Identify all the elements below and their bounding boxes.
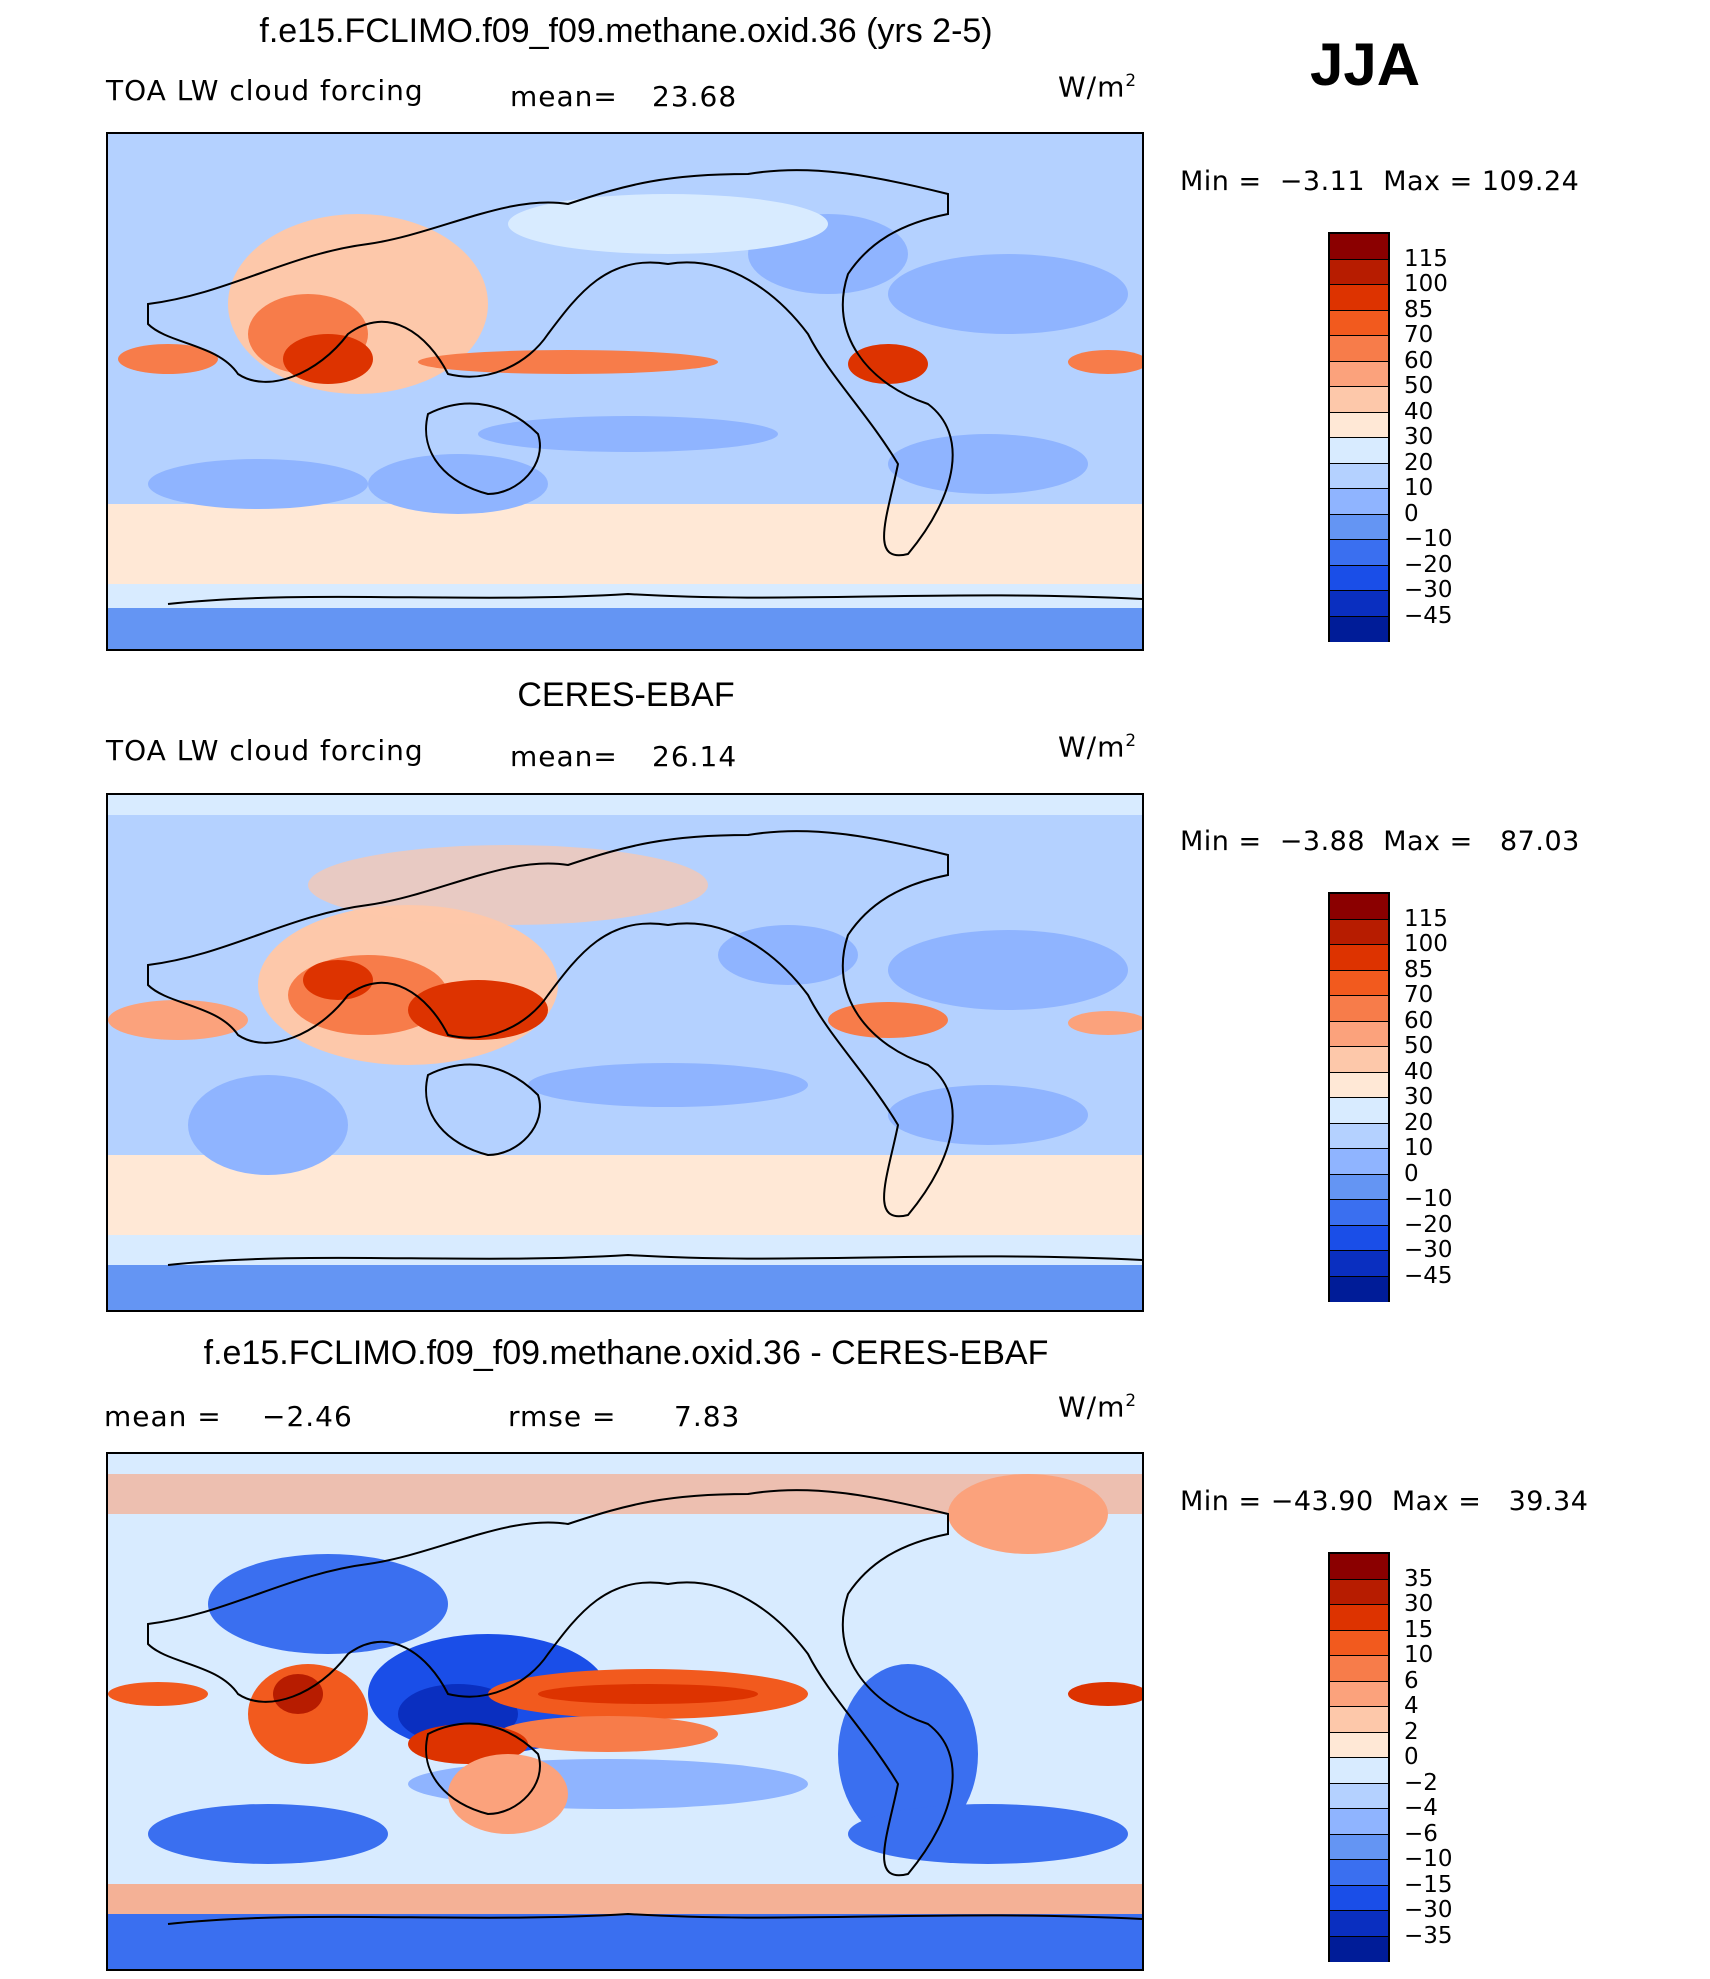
colorbar-tick-label: −15: [1404, 1872, 1453, 1898]
panel-2-mean-label: mean=: [510, 740, 618, 773]
colorbar-tick-label: 115: [1404, 906, 1448, 932]
colorbar-tick-label: −30: [1404, 1897, 1453, 1923]
panel-2-variable-label: TOA LW cloud forcing: [106, 734, 424, 767]
colorbar-tick-label: 70: [1404, 322, 1434, 348]
season-label: JJA: [1310, 31, 1421, 98]
panel-1-colorbar: [1328, 232, 1390, 642]
panel-3-rmse-value: 7.83: [674, 1400, 741, 1433]
colorbar-tick-label: −30: [1404, 1237, 1453, 1263]
colorbar-tick-label: 60: [1404, 348, 1434, 374]
colorbar-tick-label: 85: [1404, 297, 1434, 323]
colorbar-tick-label: −20: [1404, 1212, 1453, 1238]
colorbar-tick-label: 40: [1404, 399, 1434, 425]
panel-3-mean-label: mean =: [104, 1400, 222, 1433]
colorbar-tick-label: 10: [1404, 475, 1434, 501]
panel-2-mean-value: 26.14: [652, 740, 738, 773]
colorbar-tick-label: −10: [1404, 1846, 1453, 1872]
panel-2-minmax: Min = −3.88 Max = 87.03: [1180, 826, 1580, 857]
panel-1-title: f.e15.FCLIMO.f09_f09.methane.oxid.36 (yr…: [259, 12, 993, 50]
panel-1-mean-value: 23.68: [652, 80, 738, 113]
colorbar-tick-label: 2: [1404, 1719, 1419, 1745]
panel-3-units: W/m2: [1058, 1390, 1138, 1424]
colorbar-tick-label: 10: [1404, 1642, 1434, 1668]
colorbar-tick-label: 20: [1404, 450, 1434, 476]
panel-1-units: W/m2: [1058, 70, 1138, 104]
colorbar-tick-label: 6: [1404, 1668, 1419, 1694]
colorbar-tick-label: −2: [1404, 1770, 1438, 1796]
colorbar-tick-label: −45: [1404, 603, 1453, 629]
panel-1-map: [106, 132, 1144, 651]
colorbar-tick-label: 15: [1404, 1617, 1434, 1643]
colorbar-tick-label: 30: [1404, 424, 1434, 450]
colorbar-tick-label: 70: [1404, 982, 1434, 1008]
panel-2-colorbar: [1328, 892, 1390, 1302]
colorbar-tick-label: 50: [1404, 1033, 1434, 1059]
colorbar-tick-label: 50: [1404, 373, 1434, 399]
colorbar-tick-label: 0: [1404, 1161, 1419, 1187]
panel-3-minmax: Min = −43.90 Max = 39.34: [1180, 1486, 1589, 1517]
colorbar-tick-label: −10: [1404, 526, 1453, 552]
colorbar-tick-label: 0: [1404, 1744, 1419, 1770]
panel-2-units: W/m2: [1058, 730, 1138, 764]
colorbar-tick-label: 100: [1404, 271, 1448, 297]
colorbar-tick-label: 4: [1404, 1693, 1419, 1719]
colorbar-tick-label: −6: [1404, 1821, 1438, 1847]
panel-1-minmax: Min = −3.11 Max = 109.24: [1180, 166, 1580, 197]
colorbar-tick-label: −30: [1404, 577, 1453, 603]
colorbar-tick-label: 20: [1404, 1110, 1434, 1136]
colorbar-tick-label: −4: [1404, 1795, 1438, 1821]
colorbar-tick-label: 60: [1404, 1008, 1434, 1034]
panel-3-colorbar: [1328, 1552, 1390, 1962]
colorbar-tick-label: 85: [1404, 957, 1434, 983]
panel-3-rmse-label: rmse =: [508, 1400, 617, 1433]
colorbar-tick-label: 40: [1404, 1059, 1434, 1085]
panel-3-map: [106, 1452, 1144, 1971]
panel-1-mean-label: mean=: [510, 80, 618, 113]
colorbar-tick-label: −35: [1404, 1923, 1453, 1949]
panel-3-title: f.e15.FCLIMO.f09_f09.methane.oxid.36 - C…: [203, 1334, 1049, 1372]
colorbar-tick-label: 100: [1404, 931, 1448, 957]
panel-1-variable-label: TOA LW cloud forcing: [106, 74, 424, 107]
colorbar-tick-label: −20: [1404, 552, 1453, 578]
colorbar-tick-label: 115: [1404, 246, 1448, 272]
colorbar-tick-label: −10: [1404, 1186, 1453, 1212]
colorbar-tick-label: 30: [1404, 1591, 1434, 1617]
panel-2-title: CERES-EBAF: [517, 676, 735, 714]
colorbar-tick-label: 30: [1404, 1084, 1434, 1110]
colorbar-tick-label: 0: [1404, 501, 1419, 527]
colorbar-tick-label: 35: [1404, 1566, 1434, 1592]
colorbar-tick-label: 10: [1404, 1135, 1434, 1161]
colorbar-tick-label: −45: [1404, 1263, 1453, 1289]
panel-2-map: [106, 793, 1144, 1312]
panel-3-mean-value: −2.46: [262, 1400, 353, 1433]
